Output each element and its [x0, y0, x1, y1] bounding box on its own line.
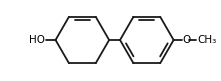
Text: HO: HO	[29, 35, 45, 45]
Text: O: O	[183, 35, 191, 45]
Text: CH₃: CH₃	[197, 35, 217, 45]
